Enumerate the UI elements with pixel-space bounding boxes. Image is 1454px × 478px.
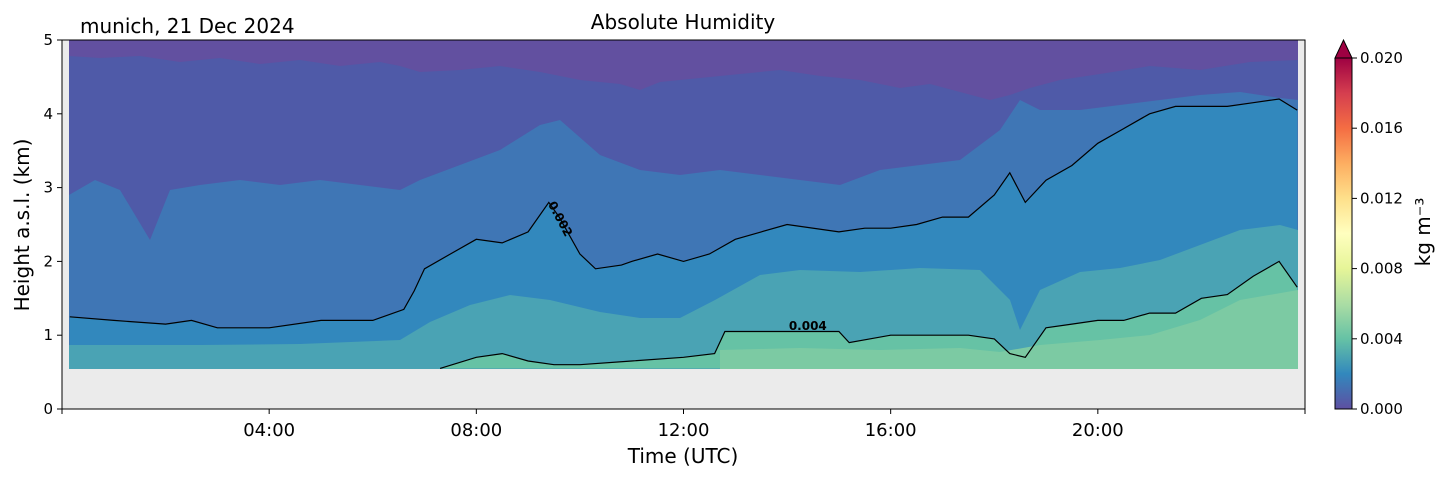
contour-line-0.004 [439, 260, 1298, 369]
y-tick-label: 0 [43, 400, 53, 418]
chart-title: Absolute Humidity [591, 10, 776, 34]
y-axis-ticks: 0 1 2 3 4 5 [43, 31, 62, 418]
chart-subtitle: munich, 21 Dec 2024 [80, 14, 295, 38]
colorbar-tick-label: 0.020 [1360, 49, 1403, 67]
humidity-field [62, 40, 1305, 409]
colorbar-tick-label: 0.004 [1360, 330, 1403, 348]
no-data-region [62, 369, 1305, 409]
colorbar-tick-label: 0.000 [1360, 400, 1403, 418]
x-tick-label: 20:00 [1072, 420, 1124, 441]
colorbar-label: kg m⁻³ [1411, 198, 1435, 267]
x-tick-label: 16:00 [865, 420, 917, 441]
x-tick-label: 08:00 [450, 420, 502, 441]
y-tick-label: 4 [43, 105, 53, 123]
colorbar-extend-arrow [1334, 38, 1353, 59]
x-axis-ticks: 04:00 08:00 12:00 16:00 20:00 [61, 409, 1306, 441]
y-tick-label: 1 [43, 326, 53, 344]
colorbar-tick-label: 0.008 [1360, 260, 1403, 278]
y-tick-label: 3 [43, 179, 53, 197]
y-tick-label: 5 [43, 31, 53, 49]
colorbar-gradient [1335, 58, 1352, 409]
x-tick-label: 04:00 [243, 420, 295, 441]
humidity-layer-top [69, 40, 1298, 100]
colorbar-tick-label: 0.016 [1360, 119, 1403, 137]
colorbar: 0.000 0.004 0.008 0.012 0.016 0.020 kg m⁻³ [1334, 38, 1435, 418]
x-tick-label: 12:00 [658, 420, 710, 441]
colorbar-frame [1334, 58, 1353, 410]
contour-line-0.002 [69, 98, 1298, 329]
y-axis-label: Height a.s.l. (km) [10, 139, 34, 312]
x-axis-label: Time (UTC) [627, 444, 739, 468]
humidity-layer-0005 [720, 290, 1298, 369]
contour-label-0.004: 0.004 [789, 319, 827, 333]
colorbar-tick-label: 0.012 [1360, 189, 1403, 207]
y-tick-label: 2 [43, 252, 53, 270]
humidity-layer-0003 [69, 225, 1298, 369]
colorbar-ticks: 0.000 0.004 0.008 0.012 0.016 0.020 [1352, 49, 1403, 418]
